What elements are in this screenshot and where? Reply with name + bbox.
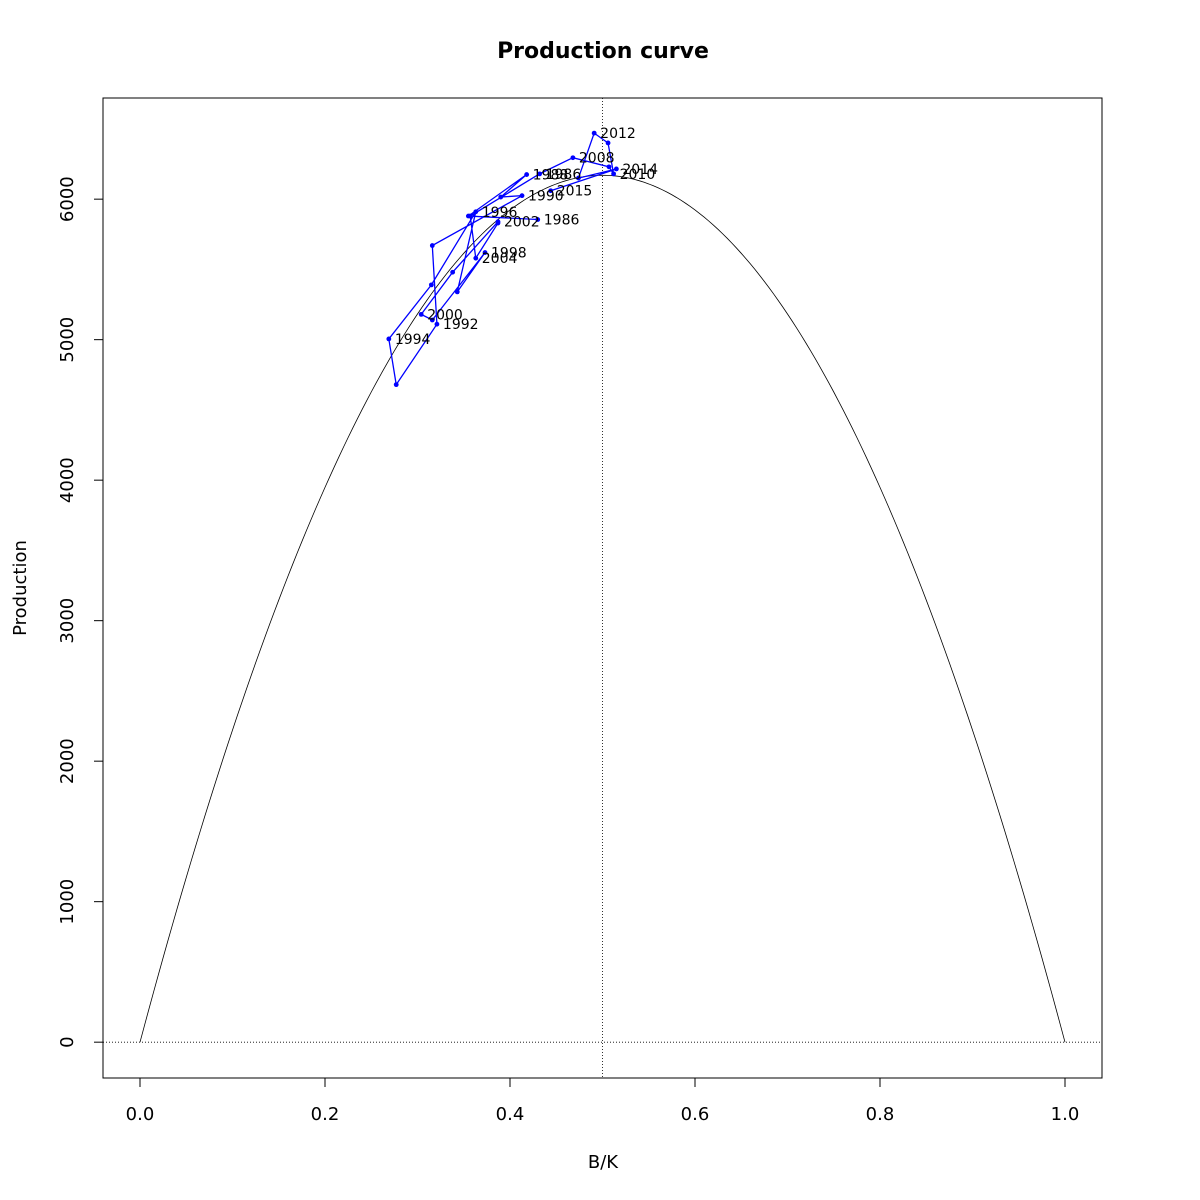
point-label: 2010 [620, 167, 656, 183]
point-label: 1996 [482, 205, 518, 221]
point-label: 1992 [443, 317, 479, 333]
data-point [548, 188, 554, 194]
data-point [429, 243, 435, 248]
y-tick-label: 0 [57, 1036, 78, 1047]
point-label: 1988 [533, 168, 569, 184]
point-label: 1986 [546, 167, 582, 183]
x-axis: 0.0 0.2 0.4 0.6 0.8 1.0 [126, 1078, 1080, 1125]
y-axis-label: Production [10, 540, 31, 636]
data-points [386, 130, 619, 388]
point-label: 2008 [579, 151, 615, 167]
x-tick-label: 0.2 [311, 1104, 340, 1125]
data-point [591, 130, 597, 136]
y-axis: 0 1000 2000 3000 4000 5000 6000 [57, 176, 103, 1048]
data-point [473, 255, 479, 261]
chart-title: Production curve [497, 39, 709, 64]
point-label: 1998 [491, 246, 527, 262]
data-point [524, 172, 530, 177]
data-point [576, 175, 581, 181]
point-label: 2012 [600, 126, 636, 142]
y-tick-label: 1000 [57, 879, 78, 925]
x-axis-label: B/K [588, 1152, 619, 1173]
y-tick-label: 4000 [57, 457, 78, 503]
y-tick-label: 2000 [57, 738, 78, 784]
data-point [613, 166, 619, 172]
point-label: 2014 [622, 162, 658, 178]
point-label: 1990 [528, 189, 564, 205]
data-point [450, 269, 456, 275]
x-tick-label: 1.0 [1051, 1104, 1080, 1125]
data-point [605, 140, 611, 146]
reference-lines [103, 98, 1102, 1078]
x-tick-label: 0.8 [866, 1104, 895, 1125]
data-point [386, 336, 392, 342]
data-point [535, 217, 541, 222]
data-point [429, 317, 435, 323]
data-point [467, 213, 473, 219]
data-point [537, 171, 542, 177]
data-point [482, 250, 488, 255]
data-point [454, 289, 460, 295]
data-point [428, 282, 434, 288]
data-point [519, 193, 525, 199]
point-labels: 1986198819901992199419961998200020022004… [395, 126, 658, 348]
y-tick-label: 6000 [57, 176, 78, 222]
point-label: 2015 [557, 184, 593, 200]
point-label: 1986 [544, 213, 580, 229]
production-curve-line [139, 174, 1066, 1043]
x-tick-label: 0.0 [126, 1104, 155, 1125]
y-tick-label: 3000 [57, 598, 78, 644]
point-label: 1994 [395, 332, 431, 348]
data-point [570, 155, 576, 161]
data-point [434, 321, 440, 327]
point-label: 2000 [427, 307, 463, 323]
y-tick-label: 5000 [57, 317, 78, 363]
data-point [498, 194, 504, 200]
data-point [393, 382, 399, 388]
point-label: 2002 [504, 215, 540, 231]
x-tick-label: 0.6 [681, 1104, 710, 1125]
data-point [473, 209, 479, 215]
data-point [495, 220, 501, 226]
data-point [606, 164, 612, 170]
point-label: 2004 [482, 251, 518, 267]
x-tick-label: 0.4 [496, 1104, 525, 1125]
data-point [611, 171, 616, 177]
data-point [418, 311, 424, 317]
